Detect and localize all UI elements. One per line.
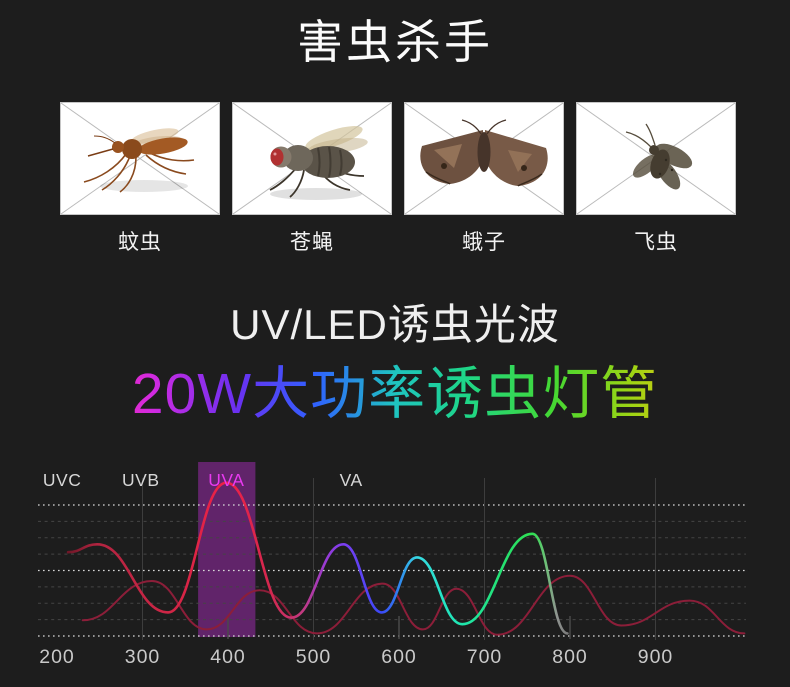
pest-card-flying-insect: 飞虫	[576, 102, 736, 256]
x-tick-label: 700	[467, 646, 503, 668]
uv-led-subtitle: UV/LED诱虫光波	[230, 301, 560, 348]
mosquito-image	[60, 102, 220, 215]
h-gridlines	[38, 504, 746, 637]
insect-response-curve	[81, 574, 746, 636]
x-tick-label: 800	[552, 646, 588, 668]
x-tick-label: 300	[125, 646, 161, 668]
zone-label-uvc: UVC	[43, 470, 81, 490]
x-tick-label: 400	[210, 646, 246, 668]
x-tick-label: 600	[381, 646, 417, 668]
uva-band	[198, 462, 256, 637]
pest-card-mosquito: 蚊虫	[60, 102, 220, 256]
lamp-spectrum-curve	[66, 481, 569, 635]
moth-image	[404, 102, 564, 215]
pest-label: 苍蝇	[290, 231, 334, 254]
zone-label-uva: UVA	[208, 470, 244, 490]
pest-card-moth: 蛾子	[404, 102, 564, 256]
power-headline: 20W大功率诱虫灯管	[0, 348, 790, 430]
flying-insect-image	[576, 102, 736, 215]
x-tick-label: 900	[638, 646, 674, 668]
pest-gallery: 蚊虫	[60, 102, 736, 256]
fly-image	[232, 102, 392, 215]
zone-label-uvb: UVB	[122, 470, 159, 490]
pest-label: 飞虫	[634, 231, 678, 254]
x-tick-label: 200	[39, 646, 75, 668]
pest-label: 蚊虫	[118, 231, 162, 254]
pest-label: 蛾子	[462, 231, 506, 254]
page-title: 害虫杀手	[297, 16, 493, 68]
pest-card-fly: 苍蝇	[232, 102, 392, 256]
zone-label-va: VA	[340, 470, 363, 490]
spectrum-chart: UVC UVB UVA VA 200 300 400 500 600 700 800 900	[38, 462, 746, 668]
image-placeholder-x-icon	[60, 102, 220, 215]
zone-labels: UVC UVB UVA VA	[43, 470, 363, 490]
x-tick-label: 500	[296, 646, 332, 668]
x-axis-labels: 200 300 400 500 600 700 800 900	[39, 646, 674, 668]
